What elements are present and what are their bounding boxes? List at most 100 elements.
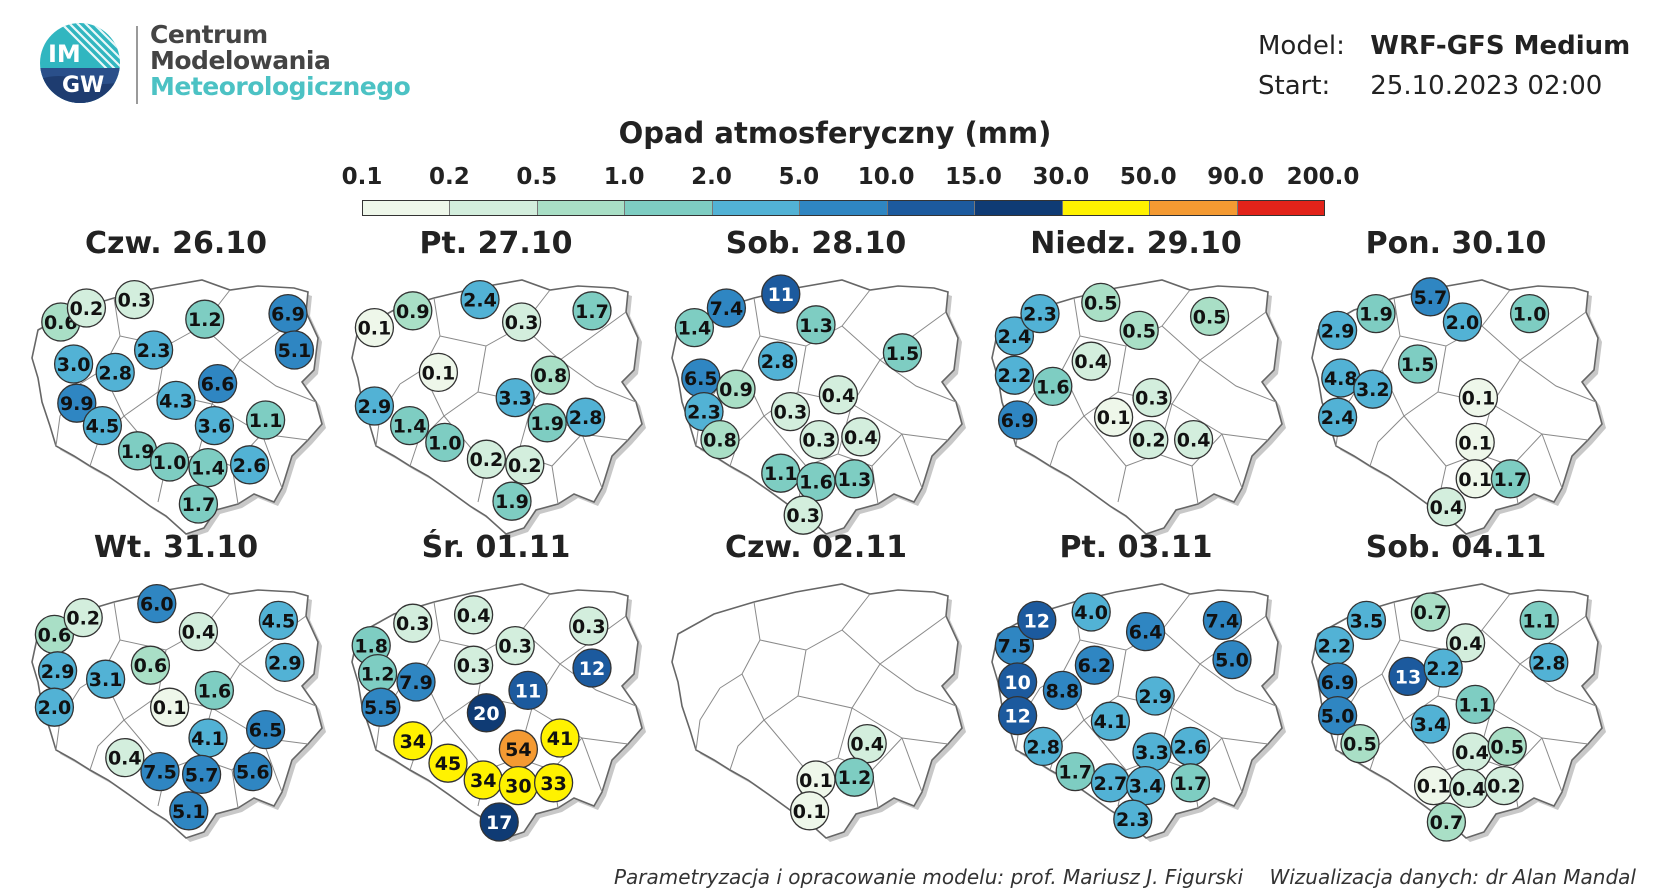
precip-circle: [354, 307, 395, 348]
precip-circle: [783, 495, 823, 535]
forecast-panel: Pon. 30.10 2.9 1.9 5.7 2.0 1.0 1.5 4.8 3.2 0.1 2.4…: [1296, 226, 1616, 546]
precip-marker: 0.4: [453, 595, 494, 635]
precip-marker: 1.7: [178, 484, 219, 524]
precip-value: 0.4: [822, 385, 856, 407]
precip-circle: [1423, 648, 1463, 688]
precip-marker: 5.0: [1317, 695, 1358, 736]
precip-circle: [479, 802, 519, 842]
precip-value: 5.0: [1321, 706, 1355, 728]
precip-value: 3.3: [1135, 742, 1169, 764]
precip-circle: [114, 279, 155, 320]
precip-value: 7.5: [143, 762, 177, 784]
precip-marker: 1.7: [1490, 459, 1531, 499]
logo-text-top: IM: [48, 40, 81, 68]
precip-value: 5.7: [1414, 287, 1448, 309]
precip-circle: [1317, 695, 1358, 736]
precip-value: 1.0: [428, 432, 462, 454]
forecast-panel: Pt. 27.10 0.1 0.9 2.4 0.3 1.7 0.1 3.3 0.8 2.9 1.4 1…: [336, 226, 656, 546]
voivodeship-border: [1117, 465, 1127, 503]
precip-circle: [1074, 645, 1115, 685]
poland-map: 2.42.30.50.50.50.42.21.60.30.16.90.2 0.4: [991, 279, 1286, 538]
precip-marker: 7.9: [396, 662, 436, 702]
precip-value: 1.3: [838, 469, 872, 491]
precip-marker: 4.5: [258, 600, 299, 641]
voivodeship-border: [559, 663, 637, 707]
panel-date-title: Sob. 28.10: [725, 226, 907, 261]
voivodeship-border: [759, 593, 871, 651]
precip-value: 1.2: [838, 767, 872, 789]
legend-color-bar: [362, 200, 1325, 216]
credits-visualization: Wizualizacja danych: dr Alan Mandal: [1269, 865, 1636, 889]
precip-circle: [274, 330, 315, 370]
precip-marker: 0.6: [130, 645, 171, 685]
precip-circle: [1410, 277, 1451, 317]
precip-circle: [1317, 397, 1358, 437]
precip-value: 6.5: [249, 720, 283, 742]
precip-value: 8.8: [1046, 680, 1080, 702]
precip-value: 0.1: [358, 318, 392, 340]
precip-value: 2.3: [687, 402, 721, 424]
precip-value: 1.1: [1458, 694, 1492, 716]
precip-circle: [1529, 642, 1569, 683]
legend-title: Opad atmosferyczny (mm): [618, 116, 1052, 150]
precip-circle: [1020, 293, 1060, 334]
precip-marker: 1.0: [425, 422, 465, 463]
precip-marker: 34: [393, 721, 433, 761]
precip-circle: [1356, 293, 1396, 334]
precip-circle: [674, 307, 715, 348]
precip-value: 0.2: [470, 449, 504, 471]
panel-date-title: Pt. 27.10: [419, 226, 573, 261]
voivodeship-border: [1199, 663, 1277, 707]
poland-map: 2.91.95.72.0 1.01.54.83.2 0.12.40.10.1 1.70…: [1311, 277, 1606, 538]
precip-marker: 6.5: [681, 358, 721, 398]
precip-marker: 0.3: [453, 645, 494, 685]
voivodeship-border: [1381, 345, 1447, 417]
precip-circle: [393, 291, 433, 331]
precip-circle: [130, 645, 171, 685]
precip-marker: 0.3: [495, 625, 535, 666]
precip-marker: 2.9: [1317, 310, 1358, 351]
voivodeship-border: [695, 687, 721, 751]
precip-marker: 0.3: [501, 302, 542, 342]
precip-value: 7.5: [998, 636, 1032, 658]
voivodeship-border: [901, 737, 923, 793]
precip-value: 6.2: [1078, 655, 1112, 677]
voivodeship-border: [439, 289, 551, 347]
precip-marker: 1.2: [357, 653, 398, 694]
precip-circle: [105, 737, 145, 778]
precip-circle: [389, 405, 430, 446]
precip-marker: 0.1: [354, 307, 395, 348]
precip-value: 0.5: [1193, 306, 1227, 328]
precip-marker: 0.4: [1445, 623, 1486, 663]
precip-marker: 41: [540, 718, 580, 758]
precip-circle: [149, 442, 190, 482]
precip-value: 2.4: [463, 290, 497, 312]
poland-map: 0.60.2 0.31.2 6.95.12.33.0 2.86.64.39.93.6 1…: [31, 279, 326, 538]
precip-marker: 2.8: [757, 341, 798, 381]
precip-marker: 0.4: [1071, 341, 1111, 381]
precip-marker: 1.5: [1397, 344, 1438, 384]
precip-value: 6.9: [1321, 672, 1355, 694]
precip-marker: 0.5: [1189, 296, 1230, 337]
precip-marker: 1.4: [674, 307, 715, 348]
precip-circle: [841, 417, 881, 457]
precip-circle: [453, 595, 494, 635]
precip-circle: [508, 670, 548, 711]
precip-value: 0.1: [793, 801, 827, 823]
precip-value: 1.1: [249, 410, 283, 432]
precip-circle: [834, 459, 875, 499]
precip-marker: 5.0: [1212, 639, 1252, 680]
poland-map: 2.23.5 0.70.41.12.813 2.26.91.15.0 3.40.5 0.…: [1311, 583, 1606, 842]
precip-marker: 6.6: [197, 363, 238, 404]
precip-circle: [169, 791, 209, 831]
voivodeship-border: [1191, 465, 1199, 505]
precip-circle: [834, 757, 875, 797]
precip-circle: [178, 611, 219, 652]
precip-marker: 5.1: [169, 791, 209, 831]
legend-tick-label: 0.1: [341, 164, 383, 190]
precip-value: 2.2: [1318, 636, 1352, 658]
precip-value: 2.3: [1116, 809, 1150, 831]
precip-circle: [1397, 344, 1438, 384]
legend-swatch: [450, 201, 538, 215]
precip-value: 0.5: [1084, 292, 1118, 314]
